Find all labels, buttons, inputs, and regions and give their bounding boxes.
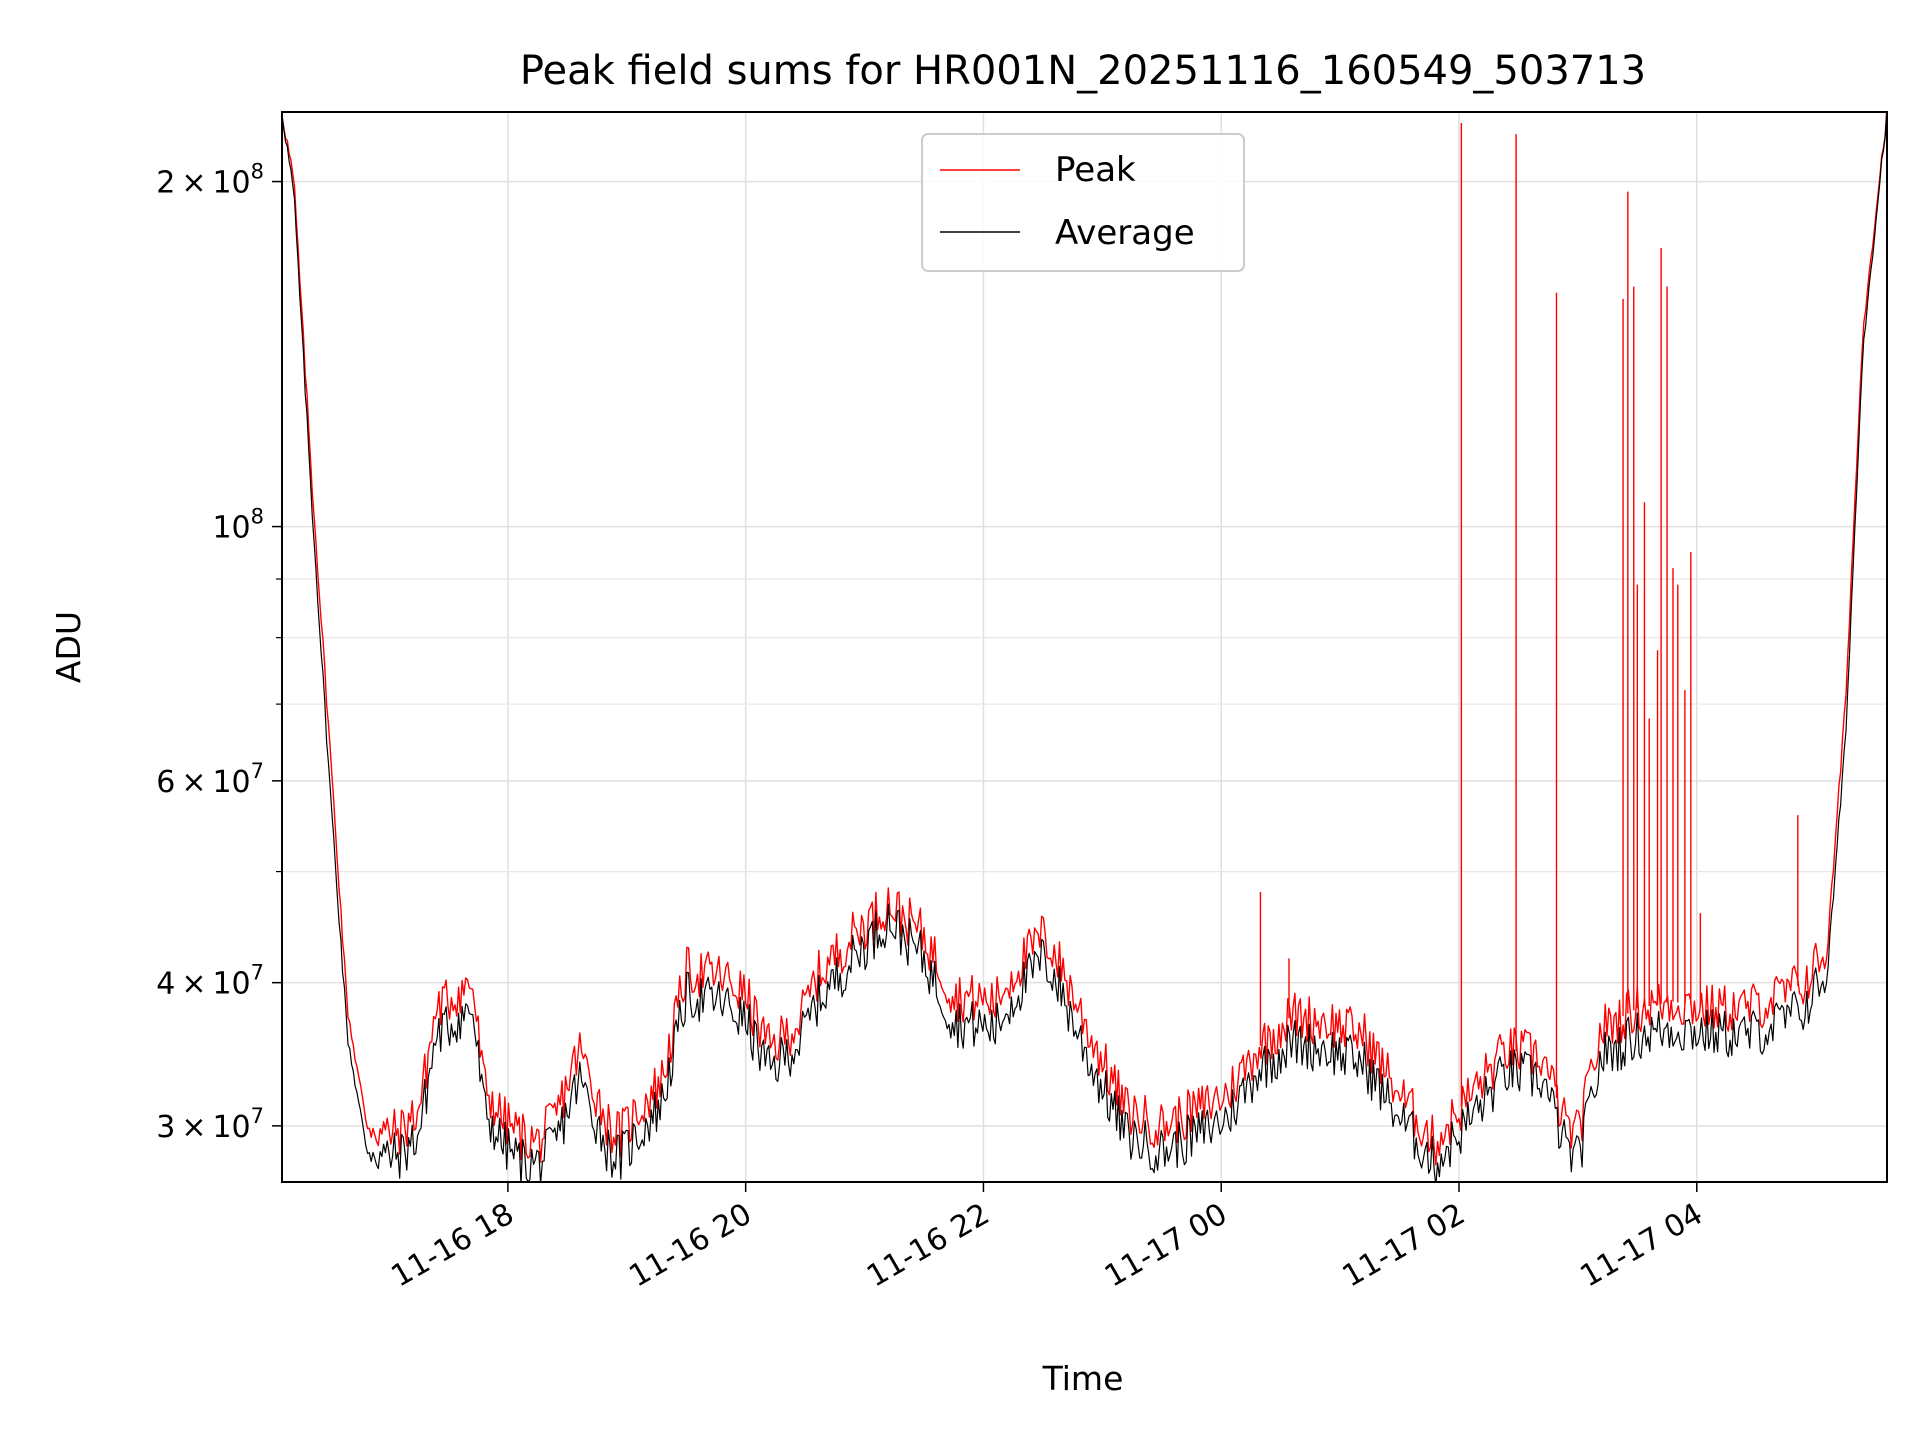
y-tick-label: 108 [212,505,264,546]
legend: Peak Average [921,133,1245,272]
plot-area-frame [281,111,1888,1183]
average-series-line [282,112,1887,1182]
y-axis-ticks: 3 × 107 4 × 107 6 × 107 108 2 × 108 [156,160,282,1145]
peak-series-line [282,112,1887,1166]
y-tick-label: 6 × 107 [156,759,264,800]
x-axis-label: Time [1042,1359,1124,1398]
plot-series-group [282,112,1887,1182]
y-tick-label: 4 × 107 [156,961,264,1002]
legend-peak-label: Peak [1055,150,1136,190]
series-layer [282,112,1887,1182]
chart-title: Peak field sums for HR001N_20251116_1605… [520,48,1646,94]
legend-average-label: Average [1055,213,1195,253]
y-axis-label: ADU [49,611,88,683]
y-tick-label: 3 × 107 [156,1104,264,1145]
legend-box [921,133,1245,272]
y-tick-label: 2 × 108 [156,160,264,201]
